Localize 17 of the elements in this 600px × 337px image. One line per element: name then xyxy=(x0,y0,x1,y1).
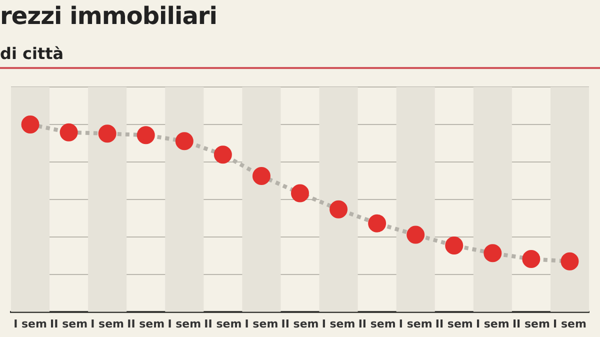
x-tick-label: II sem xyxy=(204,317,242,330)
x-tick-label: I sem xyxy=(14,317,47,330)
x-tick-label: I sem xyxy=(244,317,278,330)
chart-title: rezzi immobiliari xyxy=(0,2,217,30)
x-tick-label: I sem xyxy=(398,317,432,330)
x-tick-label: II sem xyxy=(50,317,88,330)
x-tick-label: I sem xyxy=(476,317,510,330)
x-tick-label: I sem xyxy=(168,317,202,330)
x-tick-label: II sem xyxy=(127,317,165,330)
x-tick-label: I sem xyxy=(90,317,124,330)
x-tick-label: II sem xyxy=(512,317,550,330)
x-tick-label: II sem xyxy=(281,317,319,330)
x-tick-label: II sem xyxy=(358,317,396,330)
x-tick-label: II sem xyxy=(435,317,473,330)
x-tick-label: I sem xyxy=(322,317,356,330)
x-tick-label: I sem xyxy=(553,317,586,330)
chart-subtitle: di città xyxy=(0,44,64,63)
